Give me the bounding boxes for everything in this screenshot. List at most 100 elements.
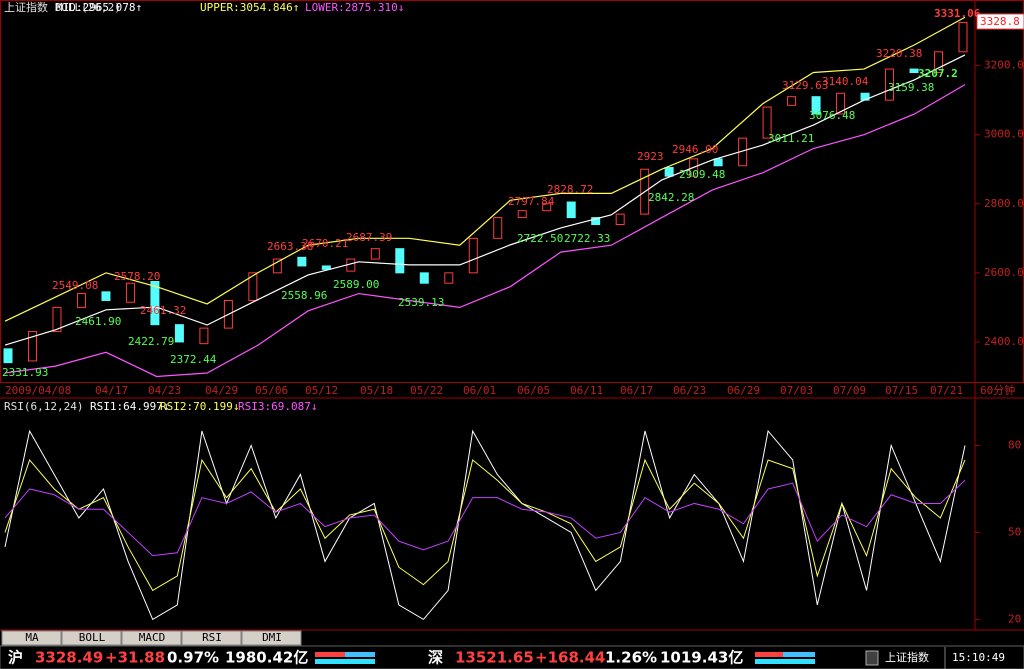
rsi-header-field: RSI2:70.199↓ bbox=[160, 400, 239, 413]
date-label: 05/22 bbox=[410, 384, 443, 397]
price-annotation: 2722.33 bbox=[564, 232, 610, 245]
y-tick-label: 20 bbox=[1008, 612, 1021, 625]
header-field: 上证指数 BOLL(26,2) bbox=[4, 0, 121, 14]
candle bbox=[248, 272, 258, 301]
rsi-line bbox=[4, 458, 966, 592]
candle bbox=[468, 237, 478, 274]
date-label: 2009/04/08 bbox=[5, 384, 71, 397]
sz-flow-icon bbox=[755, 652, 815, 664]
price-annotation: 2539.13 bbox=[398, 296, 444, 309]
candle bbox=[199, 327, 209, 345]
index-icon[interactable] bbox=[865, 650, 879, 666]
candle bbox=[395, 248, 405, 274]
candle bbox=[150, 280, 160, 326]
price-annotation: 2422.79 bbox=[128, 335, 174, 348]
candle bbox=[640, 168, 650, 215]
date-label: 06/29 bbox=[727, 384, 760, 397]
tab[interactable] bbox=[241, 630, 302, 646]
candle bbox=[909, 68, 919, 74]
status-sh-pct: 0.97% bbox=[167, 649, 219, 667]
status-sh-change: +31.88 bbox=[105, 649, 165, 667]
price-annotation: 2549.08 bbox=[52, 279, 98, 292]
price-annotation: 2663.38 bbox=[267, 240, 313, 253]
date-label: 06/05 bbox=[517, 384, 550, 397]
tab-label[interactable]: MACD bbox=[139, 631, 166, 644]
tab[interactable] bbox=[1, 630, 62, 646]
candle bbox=[811, 96, 821, 115]
status-sz-price: 13521.65 bbox=[455, 649, 534, 667]
y-tick-label: 3000.0 bbox=[984, 128, 1024, 141]
date-label: 07/03 bbox=[780, 384, 813, 397]
candle bbox=[419, 272, 429, 284]
candle bbox=[370, 248, 380, 260]
candle bbox=[713, 158, 723, 167]
y-tick-label: 3200.0 bbox=[984, 59, 1024, 72]
status-sh-amount: 1980.42亿 bbox=[225, 649, 308, 667]
current-price: 3328.8 bbox=[980, 15, 1020, 28]
price-annotation: 2461.90 bbox=[75, 315, 121, 328]
tab[interactable] bbox=[181, 630, 242, 646]
header-field: MID:2965.078↑ bbox=[56, 1, 142, 14]
price-annotation: 2670.21 bbox=[302, 237, 348, 250]
candle bbox=[52, 306, 62, 333]
candle bbox=[493, 217, 503, 239]
tab-label[interactable]: DMI bbox=[262, 631, 282, 644]
status-index-name[interactable]: 上证指数 bbox=[885, 650, 929, 664]
y-tick-label: 2800.0 bbox=[984, 197, 1024, 210]
status-sz-label: 深 bbox=[428, 649, 443, 667]
tab[interactable] bbox=[61, 630, 122, 646]
candle bbox=[762, 106, 772, 139]
tab-label[interactable]: RSI bbox=[202, 631, 222, 644]
candle bbox=[689, 158, 699, 177]
price-annotation: 2578.20 bbox=[114, 270, 160, 283]
status-sh-label: 沪 bbox=[8, 649, 23, 667]
rsi-line bbox=[4, 479, 966, 557]
candle bbox=[591, 217, 601, 225]
date-label: 05/06 bbox=[255, 384, 288, 397]
rsi-line bbox=[4, 429, 966, 621]
rsi-header-field: RSI1:64.997↓ bbox=[90, 400, 169, 413]
price-annotation: 3159.38 bbox=[888, 81, 934, 94]
price-annotation: 2923 bbox=[637, 150, 664, 163]
candle bbox=[125, 282, 135, 303]
candle bbox=[174, 324, 184, 343]
candle bbox=[272, 258, 282, 274]
price-annotation: 2687.39 bbox=[346, 231, 392, 244]
price-annotation: 2372.44 bbox=[170, 353, 217, 366]
price-annotation: 2589.00 bbox=[333, 278, 379, 291]
y-tick-label: 50 bbox=[1008, 525, 1021, 538]
date-label: 04/29 bbox=[205, 384, 238, 397]
status-sz-pct: 1.26% bbox=[605, 649, 657, 667]
price-annotation: 2842.28 bbox=[648, 191, 694, 204]
price-annotation: 2909.48 bbox=[679, 168, 725, 181]
price-annotation: 2558.96 bbox=[281, 289, 327, 302]
price-annotation: 3331.06 bbox=[934, 7, 981, 20]
date-label: 04/17 bbox=[95, 384, 128, 397]
y-tick-label: 80 bbox=[1008, 438, 1021, 451]
tab-label[interactable]: BOLL bbox=[79, 631, 106, 644]
candle bbox=[27, 331, 37, 362]
date-label: 06/01 bbox=[463, 384, 496, 397]
date-label: 07/09 bbox=[833, 384, 866, 397]
tab[interactable] bbox=[121, 630, 182, 646]
date-label: 06/23 bbox=[673, 384, 706, 397]
price-annotation: 3207.2 bbox=[918, 67, 958, 80]
price-annotation: 2722.50 bbox=[517, 232, 563, 245]
price-annotation: 3220.38 bbox=[876, 47, 922, 60]
period-label: 60分钟 bbox=[980, 383, 1015, 397]
band-line bbox=[4, 54, 966, 346]
status-sh-price: 3328.49 bbox=[35, 649, 103, 667]
band-line bbox=[4, 16, 966, 322]
rsi-header-field: RSI(6,12,24) bbox=[4, 400, 83, 413]
candle bbox=[3, 348, 13, 364]
tab-label[interactable]: MA bbox=[25, 631, 39, 644]
sh-flow-icon bbox=[315, 652, 375, 664]
candle bbox=[885, 68, 895, 101]
candle bbox=[542, 203, 552, 212]
rsi-header-field: RSI3:69.087↓ bbox=[238, 400, 317, 413]
band-line bbox=[4, 84, 966, 378]
candle bbox=[664, 167, 674, 177]
date-label: 05/12 bbox=[305, 384, 338, 397]
y-tick-label: 2400.0 bbox=[984, 335, 1024, 348]
